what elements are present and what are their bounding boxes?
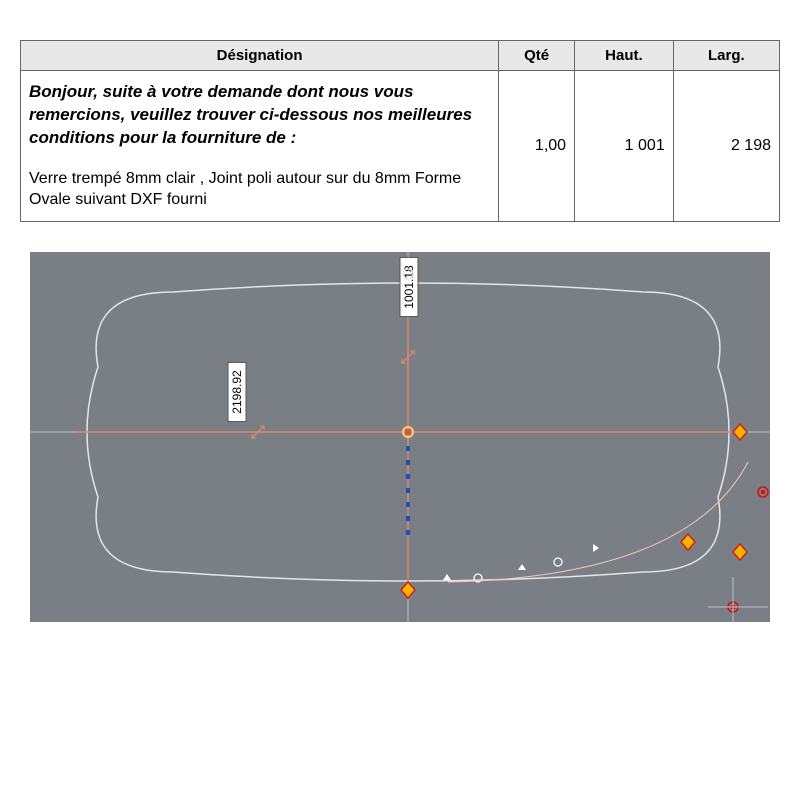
col-height: Haut. — [575, 41, 674, 71]
col-width: Larg. — [673, 41, 779, 71]
cell-designation: Bonjour, suite à votre demande dont nous… — [21, 71, 499, 222]
cad-drawing: 2198.921001.18 — [30, 252, 770, 622]
cell-height: 1 001 — [575, 71, 674, 222]
col-designation: Désignation — [21, 41, 499, 71]
table-row: Bonjour, suite à votre demande dont nous… — [21, 71, 780, 222]
quote-table: Désignation Qté Haut. Larg. Bonjour, sui… — [20, 40, 780, 222]
item-description: Verre trempé 8mm clair , Joint poli auto… — [29, 168, 490, 211]
intro-text: Bonjour, suite à votre demande dont nous… — [29, 81, 490, 168]
cad-viewport[interactable]: 2198.921001.18 — [30, 252, 770, 622]
cell-width: 2 198 — [673, 71, 779, 222]
col-qty: Qté — [499, 41, 575, 71]
table-header-row: Désignation Qté Haut. Larg. — [21, 41, 780, 71]
cell-qty: 1,00 — [499, 71, 575, 222]
svg-text:2198.92: 2198.92 — [230, 370, 244, 414]
